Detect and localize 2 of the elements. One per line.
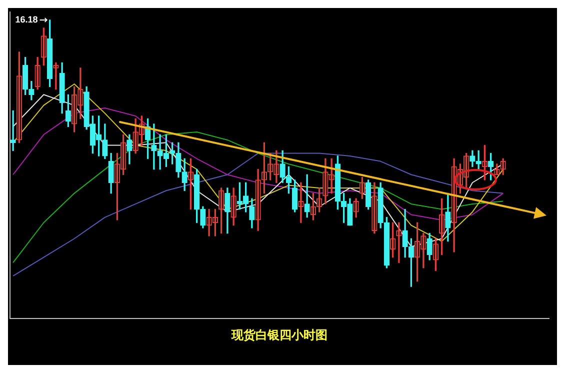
annotation: 16.18 [15, 14, 38, 24]
text: 现货白银四小时图 [230, 328, 328, 342]
